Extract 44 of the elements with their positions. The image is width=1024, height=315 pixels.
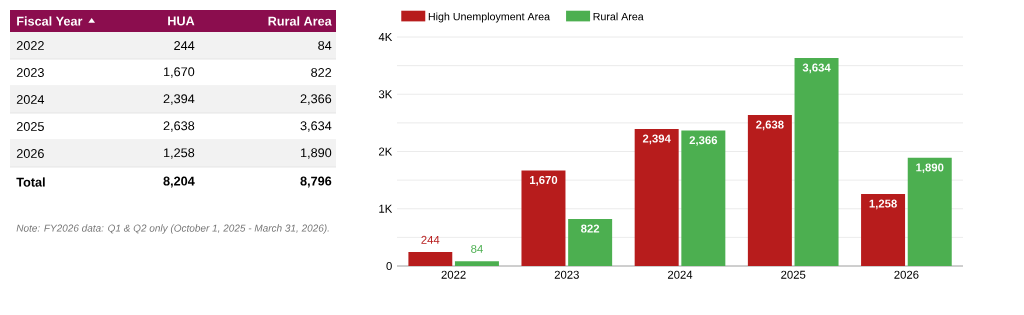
data-label: 3,634 xyxy=(802,63,831,74)
legend-label: High Unemployment Area xyxy=(428,12,551,23)
x-tick-label: 2024 xyxy=(667,270,693,279)
text: 244 xyxy=(174,41,195,50)
category-label: 2024 xyxy=(16,95,45,104)
text: HUA xyxy=(168,16,195,26)
data-label: 1,258 xyxy=(869,199,897,210)
x-tick-label: 2026 xyxy=(894,270,919,279)
text: Total xyxy=(16,177,45,187)
text: 1,890 xyxy=(301,148,332,159)
data-label: 84 xyxy=(471,244,483,253)
data-label: 1,670 xyxy=(530,176,558,186)
y-tick-label: 4K xyxy=(378,33,393,41)
y-tick-label: 2K xyxy=(379,147,393,156)
y-tick-label: 1K xyxy=(379,204,393,213)
x-tick-label: 2025 xyxy=(781,270,806,279)
text: 822 xyxy=(311,68,332,77)
text: Rural Area xyxy=(268,16,332,26)
text: 2,394 xyxy=(163,94,195,105)
legend-label: Rural Area xyxy=(593,12,644,21)
category-label: 2025 xyxy=(16,122,44,131)
data-label: 2,638 xyxy=(756,120,784,131)
text: 1,670 xyxy=(164,67,195,78)
text: 84 xyxy=(318,41,332,50)
text: Fiscal Year xyxy=(17,16,83,26)
data-label: 2,366 xyxy=(689,136,718,146)
data-label: 1,890 xyxy=(916,163,944,174)
category-label: 2023 xyxy=(16,68,44,77)
x-tick-label: 2022 xyxy=(441,270,466,279)
category-label: 2022 xyxy=(16,41,44,50)
y-tick-label: 3K xyxy=(378,90,393,99)
data-label: 244 xyxy=(421,235,440,244)
text: Note: FY2026 data: Q1 & Q2 only (October 1, 2025 - March 31, 2026). xyxy=(16,224,329,234)
text: 2,638 xyxy=(163,121,195,132)
text: 8,204 xyxy=(163,176,195,188)
text: 2,366 xyxy=(300,94,332,105)
x-tick-label: 2023 xyxy=(554,270,579,279)
y-tick-label: 0 xyxy=(386,262,392,271)
data-label: 822 xyxy=(581,224,600,233)
text: 8,796 xyxy=(300,176,332,188)
text: 3,634 xyxy=(300,121,332,132)
text: 1,258 xyxy=(164,148,195,159)
data-label: 2,394 xyxy=(642,134,671,145)
category-label: 2026 xyxy=(16,149,44,158)
